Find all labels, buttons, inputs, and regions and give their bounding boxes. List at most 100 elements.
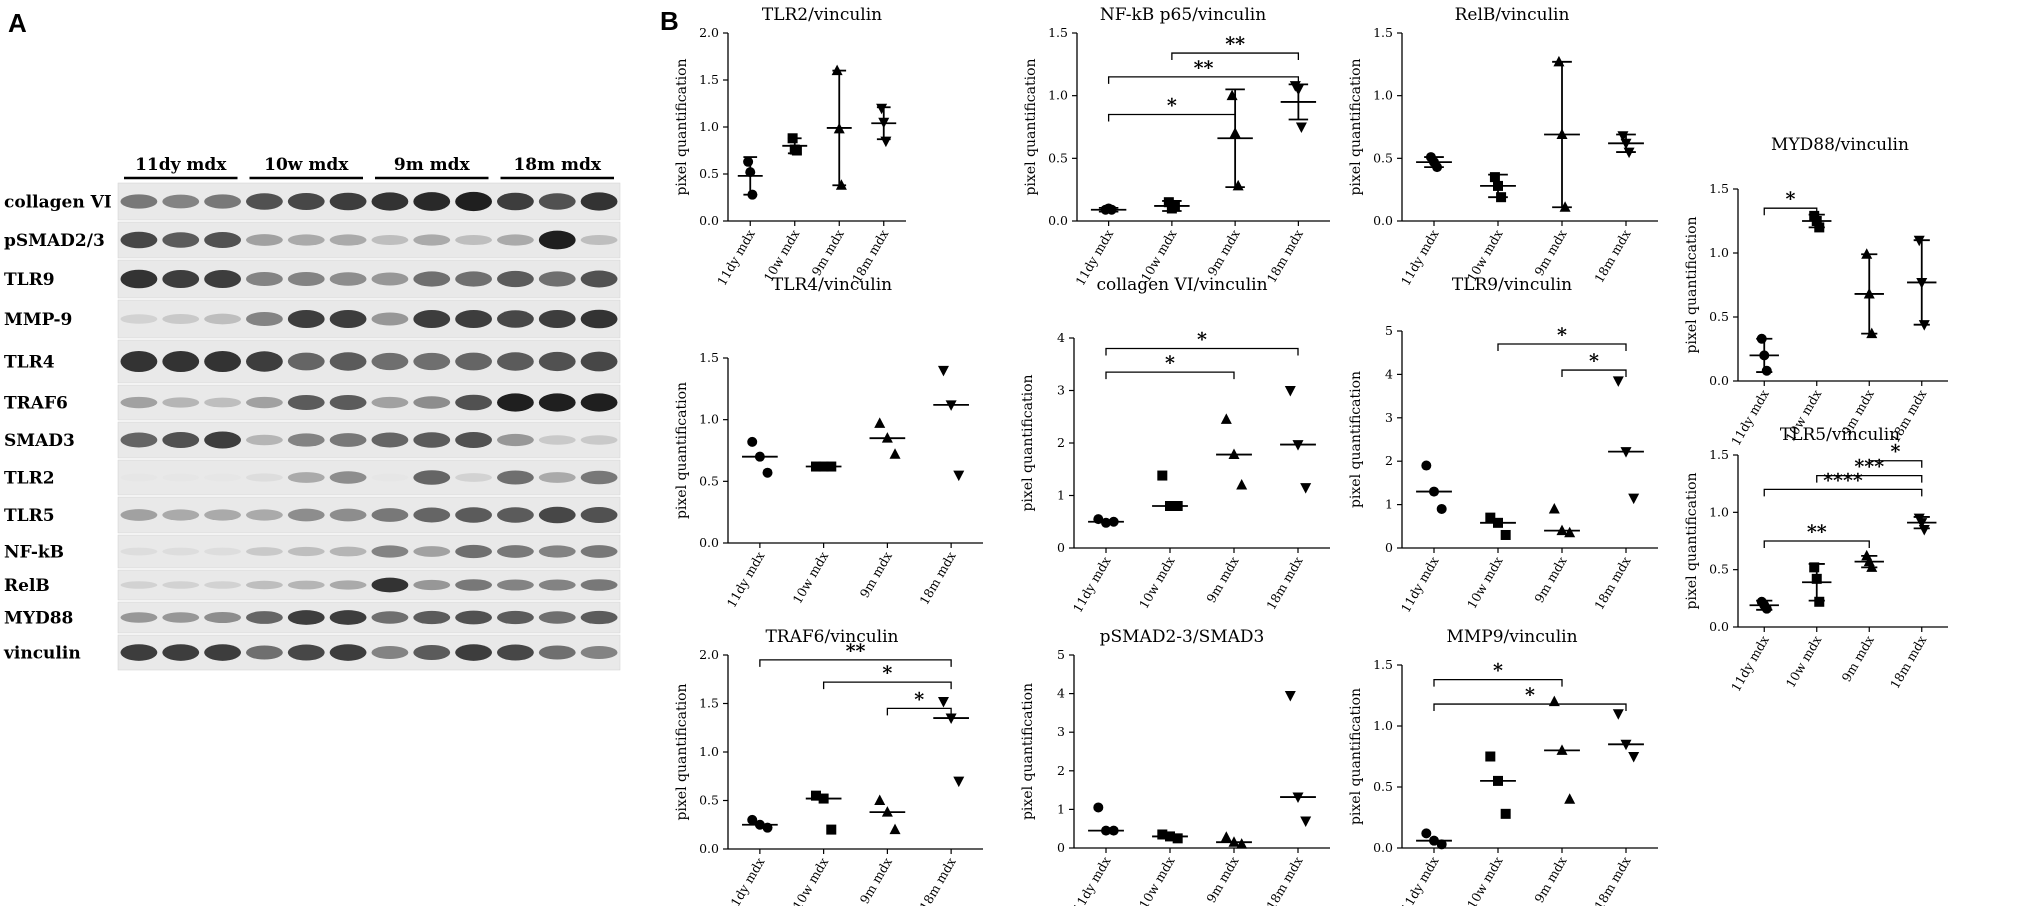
blot-band [120,396,158,409]
x-tick-label: 9m mdx [1839,633,1877,684]
x-tick-label: 10w mdx [1136,554,1178,611]
blot-band [580,234,618,246]
x-tick-label: 10w mdx [1464,554,1506,611]
blot-band [580,309,618,329]
data-point [1918,525,1930,536]
data-point [874,794,886,805]
y-axis-label: pixel quantification [674,58,690,195]
blot-row-label: collagen VI [4,193,112,213]
data-point [1108,825,1119,836]
significance-label: * [914,688,924,710]
significance-bracket [1868,460,1923,468]
y-tick-label: 1.0 [1709,245,1729,260]
x-tick-label: 18m mdx [1591,854,1633,906]
data-point [1866,327,1878,339]
y-tick-label: 2 [1057,763,1065,778]
blot-band [413,610,451,625]
data-point [1814,222,1825,233]
blot-band [204,431,241,449]
y-tick-label: 0.5 [1709,309,1729,324]
chart-title: pSMAD2-3/SMAD3 [1100,627,1265,647]
y-tick-label: 2 [1385,453,1393,468]
blot-band [329,352,367,371]
significance-bracket [1105,347,1299,356]
blot-band [580,393,618,412]
data-point [1165,831,1175,842]
blot-row-label: SMAD3 [4,431,75,451]
data-point [1292,792,1304,804]
data-point [818,793,829,804]
significance-bracket [1107,76,1300,84]
y-tick-label: 2.0 [699,25,719,40]
y-axis-label: pixel quantification [1020,683,1036,820]
blot-band [413,644,451,661]
chart-8: TLR5/vinculin 0.0 0.5 1.0 1.5 pixel quantific… [1684,425,1948,694]
y-tick-label: 0.0 [699,535,719,550]
significance-bracket [1433,703,1627,712]
chart-2: NF-kB p65/vinculin 0.0 0.5 1.0 1.5 pixel quan… [1023,5,1330,288]
y-tick-label: 4 [1057,330,1065,345]
x-tick-label: 11dy mdx [724,549,768,610]
data-point [1108,516,1119,527]
blot-band [329,234,367,246]
data-point [762,822,773,833]
blot-background [117,339,621,384]
blot-band [246,611,283,624]
blot-band [287,580,325,590]
blot-band [329,309,367,329]
blot-background [117,384,621,421]
data-point [1866,561,1878,572]
data-point [831,64,843,76]
y-tick-label: 1.5 [699,350,719,365]
blot-row-label: TRAF6 [4,394,68,414]
data-point [787,133,798,144]
data-point [1300,483,1312,494]
x-tick-label: 9m mdx [809,227,847,278]
group-label: 11dy mdx [135,155,227,175]
blot-band [455,544,492,559]
y-tick-label: 0.0 [1373,840,1393,855]
data-point [1093,514,1104,525]
data-point [1220,831,1232,842]
blot-band [287,234,325,246]
x-tick-label: 9m mdx [1203,554,1241,605]
x-tick-label: 9m mdx [857,855,895,906]
y-tick-label: 0.0 [1373,213,1393,228]
y-axis-label: pixel quantification [1684,216,1700,353]
y-tick-label: 0.5 [699,793,719,808]
data-point [1421,460,1432,471]
data-point [880,136,892,148]
data-point [1163,197,1174,208]
data-point [881,806,893,817]
blot-row-label: RelB [4,576,50,596]
data-point [1916,277,1928,289]
data-point [791,145,802,156]
blot-strip [117,601,621,634]
data-point [1429,835,1439,846]
data-point [743,156,754,167]
x-tick-label: 11dy mdx [1070,854,1114,906]
blot-band [580,351,618,372]
y-tick-label: 0.0 [699,841,719,856]
blot-band [371,508,409,522]
y-tick-label: 1.5 [1373,25,1393,40]
y-tick-label: 1.5 [699,696,719,711]
blot-band [538,472,576,483]
blot-band [371,432,409,448]
x-tick-label: 18m mdx [1887,633,1929,691]
significance-label: * [882,662,892,684]
blot-strip [117,634,621,671]
blot-band [413,352,451,371]
data-point [1101,517,1111,528]
data-point [835,179,847,190]
blot-band [246,193,283,210]
blot-band [162,350,200,373]
data-point [1612,709,1624,720]
panel-b-letter: B [660,6,679,36]
data-point [826,461,837,472]
blot-band [455,507,492,523]
blot-band [246,234,283,246]
chart-title: TLR5/vinculin [1780,425,1900,445]
blot-band [371,312,409,326]
